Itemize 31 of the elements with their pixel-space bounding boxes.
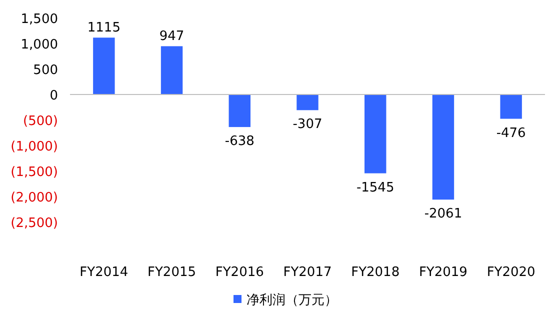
data-label: -2061 bbox=[424, 206, 462, 222]
x-tick-label: FY2014 bbox=[80, 265, 128, 280]
y-tick-label: (1,500) bbox=[10, 165, 58, 180]
x-tick-label: FY2015 bbox=[148, 265, 196, 280]
y-tick-label: (1,000) bbox=[10, 140, 58, 154]
bar bbox=[296, 94, 318, 110]
x-tick-label: FY2017 bbox=[283, 265, 332, 280]
data-label: 1115 bbox=[87, 20, 120, 36]
data-label: 947 bbox=[159, 29, 184, 44]
y-tick-label: (500) bbox=[23, 114, 58, 129]
y-tick-label: (2,500) bbox=[10, 216, 58, 231]
legend-label: 净利润（万元） bbox=[246, 293, 338, 308]
data-label: -307 bbox=[292, 117, 322, 132]
bar bbox=[364, 94, 386, 174]
x-tick-label: FY2016 bbox=[215, 265, 264, 280]
x-tick-label: FY2020 bbox=[486, 265, 536, 280]
y-tick-label: (2,000) bbox=[10, 190, 58, 206]
bar bbox=[500, 94, 522, 119]
y-tick-label: 0 bbox=[50, 88, 58, 104]
bar bbox=[160, 46, 183, 94]
data-label: -638 bbox=[224, 134, 254, 150]
bar bbox=[432, 94, 454, 200]
bar bbox=[93, 38, 115, 94]
x-tick-label: FY2019 bbox=[418, 265, 468, 280]
y-tick-label: 1,500 bbox=[20, 12, 58, 27]
data-label: -476 bbox=[496, 126, 526, 141]
data-label: -1545 bbox=[356, 180, 394, 196]
y-tick-label: 500 bbox=[33, 63, 58, 78]
x-tick-label: FY2018 bbox=[351, 265, 400, 280]
bar bbox=[228, 94, 250, 128]
y-tick-label: 1,000 bbox=[20, 38, 58, 52]
